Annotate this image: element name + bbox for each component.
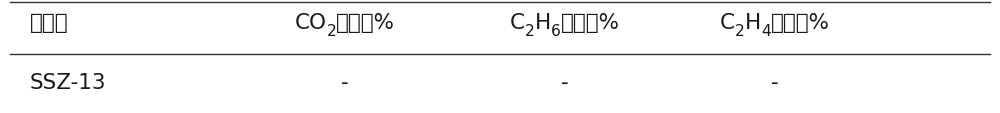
Text: 转化率%: 转化率% bbox=[336, 12, 395, 32]
Text: H: H bbox=[745, 12, 761, 32]
Text: -: - bbox=[771, 72, 779, 92]
Text: SSZ-13: SSZ-13 bbox=[30, 72, 106, 92]
Text: C: C bbox=[720, 12, 735, 32]
Text: 6: 6 bbox=[551, 24, 561, 39]
Text: 4: 4 bbox=[761, 24, 771, 39]
Text: 2: 2 bbox=[525, 24, 535, 39]
Text: -: - bbox=[341, 72, 349, 92]
Text: 选择性%: 选择性% bbox=[771, 12, 830, 32]
Text: H: H bbox=[535, 12, 551, 32]
Text: 转化率%: 转化率% bbox=[561, 12, 620, 32]
Text: C: C bbox=[510, 12, 525, 32]
Text: 2: 2 bbox=[327, 24, 336, 39]
Text: 2: 2 bbox=[735, 24, 745, 39]
Text: 催化剂: 催化剂 bbox=[30, 12, 69, 32]
Text: CO: CO bbox=[295, 12, 327, 32]
Text: -: - bbox=[561, 72, 569, 92]
